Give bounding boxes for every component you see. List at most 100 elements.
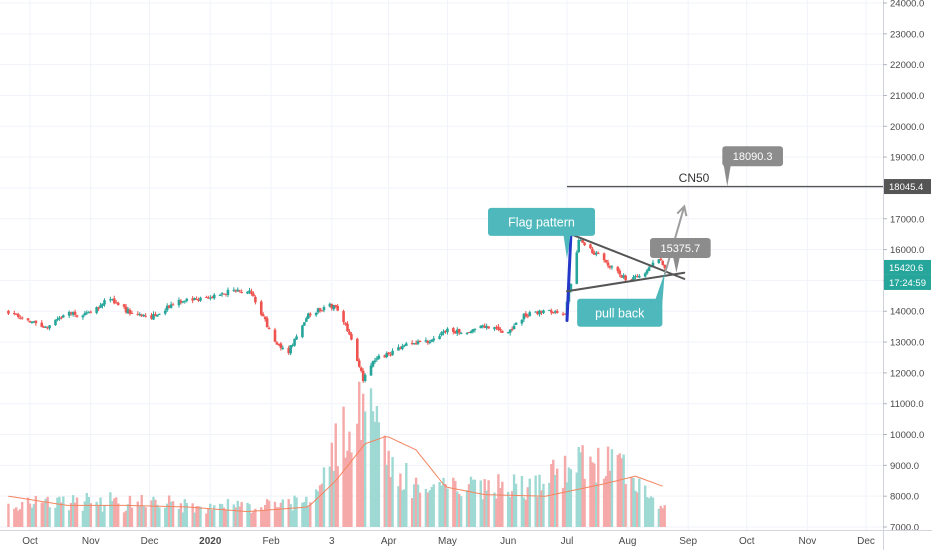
volume-bar (26, 497, 30, 527)
volume-bar (273, 501, 277, 527)
volume-bar (164, 507, 167, 527)
volume-bar (67, 510, 71, 527)
price-axis[interactable]: 24000.0 23000.0 22000.0 21000.0 20000.0 19000… (883, 0, 932, 550)
candle-body (616, 266, 620, 272)
volume-bar (459, 496, 463, 527)
target-callout-box (650, 238, 711, 259)
candle-body (69, 312, 73, 314)
candle-body (414, 343, 418, 345)
candle-body (636, 276, 639, 278)
candle-body (83, 313, 87, 315)
candle-body (371, 361, 375, 367)
volume-bar (610, 449, 614, 527)
volume-bar (565, 482, 569, 527)
candle-body (342, 311, 345, 323)
candle-body (569, 283, 573, 292)
volume-bar (213, 505, 216, 527)
volume-bar (34, 495, 38, 527)
candle-body (548, 309, 551, 311)
volume-bar (158, 507, 161, 527)
volume-bar (542, 483, 545, 527)
volume-bar (287, 499, 290, 527)
volume-bar (371, 411, 375, 527)
volume-bar (563, 455, 567, 527)
time-axis[interactable]: Oct Nov Dec 2020 Feb 3 Apr May Jun Jul Aug Sep Oct No… (0, 530, 932, 548)
candle-body (291, 344, 294, 346)
volume-bar (554, 474, 557, 527)
volume-bar (485, 490, 488, 527)
time-tick-label: 3 (329, 536, 335, 547)
volume-bar (426, 492, 430, 527)
volume-bar (608, 470, 612, 527)
volume-bar (410, 498, 414, 527)
volume-bar (657, 508, 661, 527)
volume-bar (81, 510, 85, 527)
volume-bar (103, 505, 106, 527)
volume-bar (595, 482, 598, 527)
candle-body (252, 293, 255, 297)
candle-body (295, 336, 298, 340)
candle-body (265, 318, 269, 328)
candle-body (279, 343, 283, 348)
volume-bar (150, 500, 153, 527)
callout-annotations[interactable]: Flag pattern pull back 15375.7 18090.3 CN50 (488, 146, 783, 327)
candle-body (48, 325, 51, 329)
volume-bar (60, 502, 63, 527)
candle-body (493, 327, 496, 330)
candle-body (240, 292, 243, 294)
volume-bar (30, 507, 34, 527)
candle-body (261, 314, 265, 317)
volume-bar (401, 490, 404, 527)
volume-bar (510, 491, 514, 527)
volume-bar (593, 463, 596, 527)
volume-bar (136, 501, 139, 527)
candle-body (54, 319, 57, 326)
volume-bar (358, 381, 361, 527)
candle-body (103, 300, 106, 305)
volume-bar (295, 497, 298, 527)
candle-body (150, 315, 153, 319)
volume-bar (579, 452, 582, 527)
volume-bar (240, 502, 243, 527)
candle-body (497, 326, 500, 330)
candle-body (563, 313, 567, 315)
candle-body (397, 347, 400, 351)
candle-body (389, 354, 392, 356)
candle-body (469, 331, 473, 334)
candle-body (275, 342, 279, 345)
bar-countdown-label: 17:24:59 (889, 278, 926, 289)
volume-bar (552, 459, 555, 527)
volume-bar (281, 499, 285, 527)
candle-body (303, 322, 306, 326)
candle-body (634, 275, 637, 277)
volume-bar (309, 502, 312, 527)
volume-bar (179, 503, 183, 527)
volume-bar (524, 499, 528, 527)
volume-bar (481, 499, 484, 527)
candle-body (101, 303, 104, 306)
volume-bar (140, 494, 143, 527)
candle-body (452, 328, 455, 332)
candle-body (130, 312, 134, 314)
candle-body (404, 343, 408, 346)
candle-body (314, 312, 318, 316)
volume-bar (220, 504, 224, 527)
candle-body (44, 326, 47, 328)
candle-body (273, 329, 277, 342)
volume-bar (469, 476, 473, 527)
candle-body (651, 262, 655, 267)
candle-body (156, 314, 159, 317)
candle-body (232, 289, 236, 291)
candle-body (293, 338, 296, 346)
candle-body (385, 353, 388, 358)
volume-bar (73, 502, 77, 527)
volume-bar (142, 506, 145, 527)
volume-bar (87, 497, 90, 527)
volume-bar (7, 503, 10, 527)
candle-body (620, 275, 624, 278)
candle-body (501, 330, 504, 333)
candle-body (383, 355, 387, 358)
candle-body (632, 277, 635, 281)
